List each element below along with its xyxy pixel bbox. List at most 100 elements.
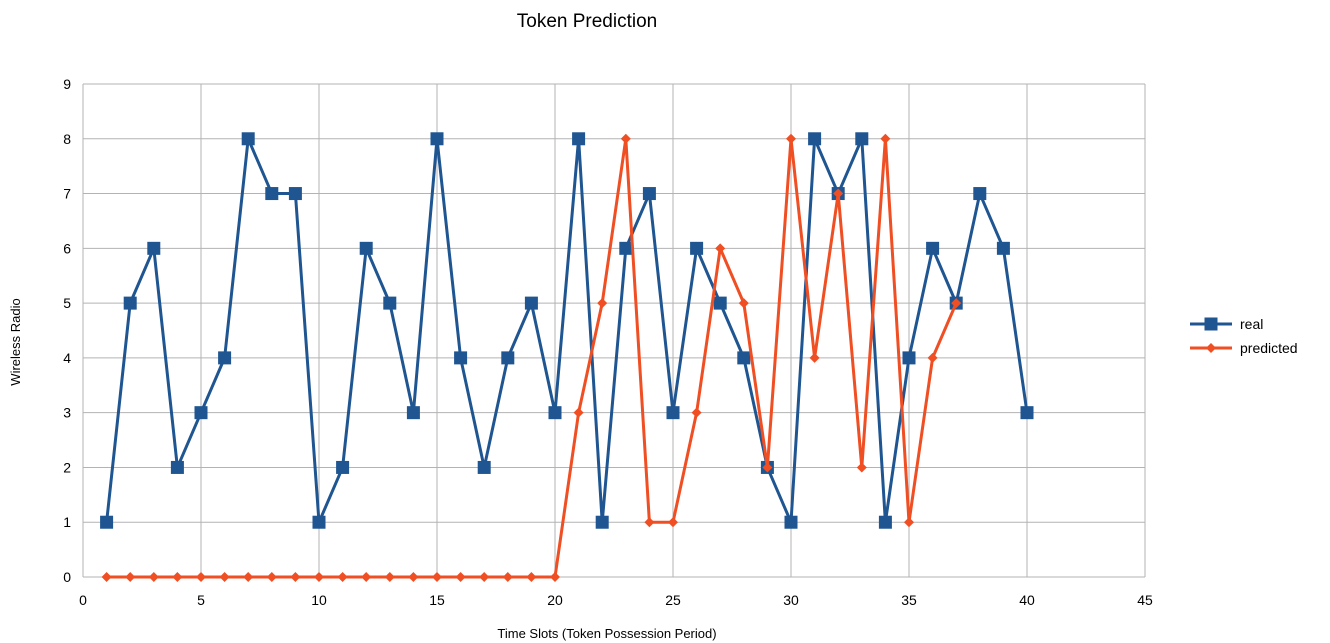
data-point-real [524,296,538,310]
data-point-predicted [644,517,655,528]
data-point-real [218,351,232,365]
series-layer [100,132,1034,582]
data-point-real [147,241,161,255]
data-point-predicted [432,572,442,582]
data-point-real [501,351,515,365]
data-point-predicted [550,572,560,582]
data-point-real [406,406,420,420]
series-line-real [105,137,1029,524]
legend-label: real [1240,316,1263,332]
data-point-real [642,187,656,201]
data-point-predicted [573,407,584,418]
data-point-real [170,460,184,474]
data-point-real [878,515,892,529]
legend-label: predicted [1240,340,1298,356]
y-tick-label: 2 [63,459,71,475]
data-point-predicted [172,572,183,582]
data-point-predicted [738,298,749,309]
data-point-predicted [620,133,631,144]
data-point-predicted [337,572,348,582]
data-point-real [737,351,751,365]
x-tick-label: 20 [547,592,563,608]
data-point-predicted [668,517,678,528]
x-tick-label: 5 [197,592,205,608]
x-tick-label: 45 [1137,592,1153,608]
data-point-predicted [715,243,726,254]
data-point-real [548,406,562,420]
data-point-predicted [856,462,867,473]
data-point-predicted [809,352,820,363]
chart-title: Token Prediction [517,11,657,32]
data-point-real [1020,406,1034,420]
data-point-predicted [125,572,136,582]
legend-marker [1204,317,1218,331]
data-point-predicted [526,572,537,582]
data-point-real [808,132,822,146]
data-point-real [477,460,491,474]
legend-item-predicted: predicted [1190,340,1298,356]
data-point-predicted [361,572,372,582]
data-point-real [454,351,468,365]
data-point-predicted [290,572,301,582]
data-point-real [855,132,869,146]
data-point-real [690,241,704,255]
data-point-real [619,241,633,255]
series-predicted [101,133,962,582]
y-tick-label: 7 [63,186,71,202]
y-tick-label: 4 [63,350,71,366]
data-point-real [265,187,279,201]
data-point-real [383,296,397,310]
data-point-predicted [101,572,112,582]
data-point-predicted [762,462,773,473]
grid [82,83,1146,578]
data-point-predicted [148,572,159,582]
data-point-predicted [927,352,938,363]
data-point-real [973,187,987,201]
data-point-predicted [408,572,419,582]
y-tick-label: 3 [63,405,71,421]
data-point-predicted [833,188,844,199]
x-tick-labels: 0 5 10 15 20 25 30 35 40 45 [79,592,1153,608]
data-point-real [926,241,940,255]
x-tick-label: 0 [79,592,87,608]
data-point-real [194,406,208,420]
data-point-predicted [479,572,490,582]
series-real [100,132,1034,529]
data-point-predicted [455,572,466,582]
x-tick-label: 40 [1019,592,1035,608]
y-axis-label: Wireless Radio [8,298,23,385]
x-tick-label: 35 [901,592,917,608]
data-point-real [100,515,114,529]
data-point-predicted [786,133,796,144]
data-point-predicted [314,572,324,582]
data-point-real [359,241,373,255]
data-point-real [123,296,137,310]
y-tick-label: 9 [63,76,71,92]
data-point-predicted [266,572,277,582]
legend-item-real: real [1190,316,1263,332]
y-tick-label: 1 [63,514,71,530]
y-tick-labels: 0 1 2 3 4 5 6 7 8 9 [63,76,71,585]
data-point-real [312,515,326,529]
data-point-predicted [502,572,513,582]
x-tick-label: 15 [429,592,445,608]
data-point-real [336,460,350,474]
y-tick-label: 5 [63,295,71,311]
y-tick-label: 0 [63,569,71,585]
data-point-predicted [597,298,608,309]
data-point-predicted [880,133,891,144]
x-tick-label: 25 [665,592,681,608]
data-point-real [241,132,255,146]
data-point-predicted [243,572,254,582]
data-point-real [784,515,798,529]
data-point-real [713,296,727,310]
data-point-predicted [904,517,914,528]
data-point-predicted [219,572,230,582]
legend-marker [1206,343,1216,353]
data-point-real [996,241,1010,255]
x-axis-label: Time Slots (Token Possession Period) [497,626,716,641]
data-point-real [902,351,916,365]
data-point-real [572,132,586,146]
x-tick-label: 30 [783,592,799,608]
